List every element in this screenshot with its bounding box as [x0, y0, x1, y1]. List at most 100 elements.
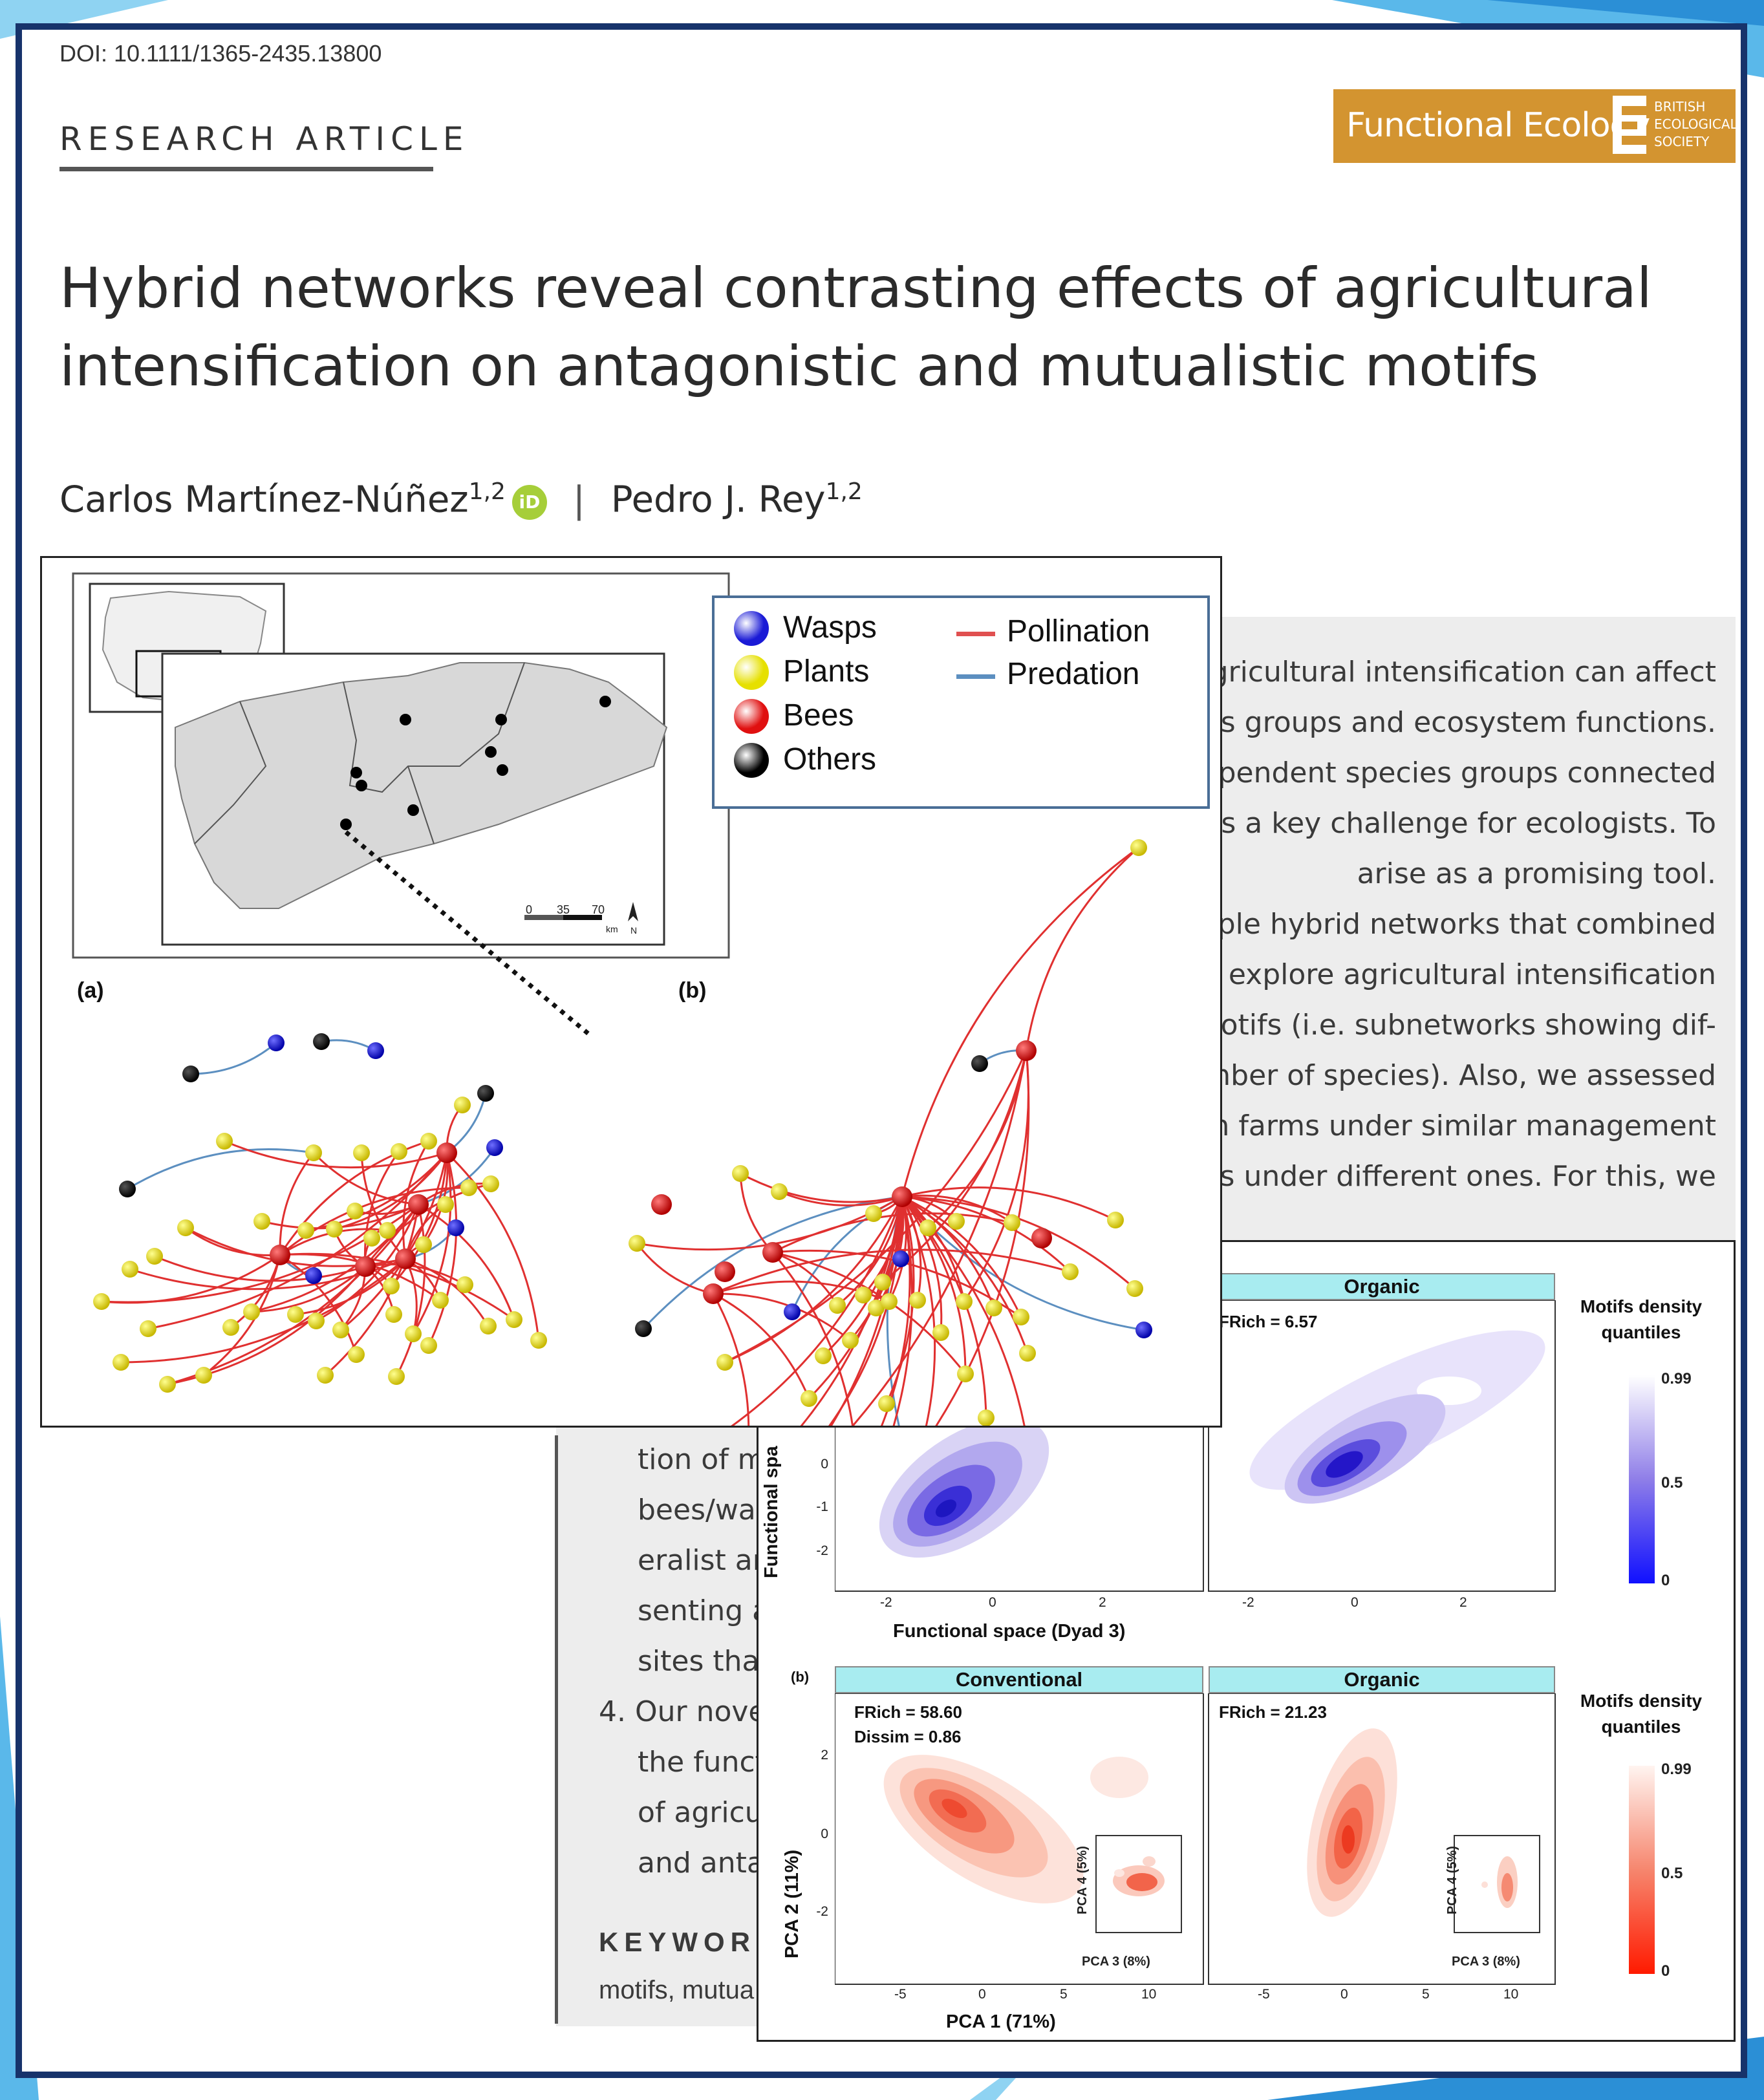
tick-label: -1: [816, 1499, 828, 1514]
pollination-link: [224, 1140, 447, 1169]
network-node: [122, 1261, 138, 1278]
abstract-line: agricultural intensification can affect: [1192, 656, 1716, 689]
colorbar-tick: 0.5: [1661, 1865, 1683, 1882]
inset-left-ylabel: PCA 4 (5%): [1075, 1846, 1090, 1914]
legend-label-predation: Predation: [1007, 657, 1140, 691]
network-node: [629, 1235, 645, 1252]
pollination-link: [724, 1196, 903, 1364]
doi-text: DOI: 10.1111/1365-2435.13800: [59, 40, 382, 67]
network-node: [367, 1042, 384, 1059]
colorbar-tick: 0: [1661, 1962, 1670, 1980]
network-node: [771, 1183, 788, 1200]
tick-label: -2: [816, 1904, 828, 1919]
colorbar-tick: 0.99: [1661, 1761, 1692, 1778]
network-node: [1019, 1345, 1036, 1362]
pollination-link: [882, 1050, 1027, 1283]
network-node: [270, 1245, 290, 1265]
network-node: [355, 1256, 376, 1277]
abstract-line: 4. Our nove: [599, 1695, 766, 1728]
pollination-link: [390, 1152, 448, 1287]
network-node: [113, 1354, 129, 1371]
network-node: [985, 1300, 1002, 1316]
pollination-link: [892, 1196, 913, 1426]
pollination-link: [800, 1196, 903, 1426]
network-node: [530, 1332, 547, 1349]
pollination-link: [779, 1190, 903, 1206]
network-node: [395, 1248, 416, 1269]
network-node: [881, 1293, 898, 1310]
bottom-colorbar-title-1: Motifs density: [1580, 1691, 1703, 1711]
network-node: [842, 1332, 859, 1349]
tick-label: 2: [821, 1748, 828, 1762]
tick-label: -5: [1258, 1987, 1270, 2002]
legend-dot-bees: [734, 699, 769, 734]
network-node: [865, 1205, 882, 1222]
network-graphs: [93, 830, 1152, 1426]
network-node: [482, 1175, 499, 1192]
network-node: [732, 1165, 749, 1182]
abstract-line: motifs (i.e. subnetworks showing dif-: [1192, 1009, 1716, 1042]
network-label-b: (b): [678, 978, 707, 1003]
author-2-affiliation: 1,2: [825, 478, 863, 505]
inset-right-ylabel: PCA 4 (5%): [1445, 1846, 1459, 1914]
network-node: [297, 1222, 314, 1239]
network-label-a: (a): [77, 978, 104, 1003]
top-colorbar: [1629, 1375, 1655, 1583]
network-node: [892, 1250, 909, 1267]
society-name: BRITISH ECOLOGICAL SOCIETY: [1654, 98, 1737, 151]
pollination-link: [427, 1152, 458, 1346]
network-node: [801, 1390, 817, 1407]
abstract-line: ns under different ones. For this, we: [1201, 1160, 1716, 1193]
scale-0: 0: [526, 903, 533, 916]
abstract-line: senting a: [638, 1594, 770, 1627]
orcid-icon[interactable]: iD: [511, 484, 547, 520]
network-node: [420, 1133, 437, 1150]
network-node: [486, 1139, 503, 1156]
top-frich: FRich = 6.57: [1219, 1312, 1318, 1331]
society-line-1: BRITISH: [1654, 99, 1706, 114]
legend-label-bees: Bees: [783, 698, 854, 733]
pollination-link: [325, 1204, 420, 1377]
network-node: [363, 1230, 380, 1247]
abstract-line: mple hybrid networks that combined: [1189, 908, 1716, 941]
network-node: [506, 1311, 522, 1328]
bottom-density-plots: [835, 1693, 1556, 1985]
author-2-name: Pedro J. Rey: [610, 478, 826, 521]
pollination-link: [154, 1255, 366, 1282]
network-node: [216, 1133, 233, 1150]
network-node: [978, 1409, 995, 1426]
study-area-map: [72, 572, 730, 959]
network-node: [1004, 1214, 1020, 1231]
abstract-line: the funct: [638, 1746, 766, 1779]
bottom-xlabel: PCA 1 (71%): [946, 2011, 1056, 2032]
abstract-line: tion of m: [638, 1443, 766, 1476]
scale-35: 35: [557, 903, 570, 916]
pollination-link: [251, 1265, 366, 1313]
pollination-link: [901, 1195, 1029, 1354]
network-node: [1135, 1322, 1152, 1338]
network-node: [909, 1292, 926, 1309]
pollination-link: [412, 1152, 452, 1334]
author-separator: |: [572, 478, 585, 521]
abstract-line: and anta: [638, 1847, 764, 1880]
bottom-ylabel: PCA 2 (11%): [782, 1849, 802, 1958]
network-node: [956, 1293, 973, 1310]
network-node: [703, 1283, 724, 1304]
title-line-1: Hybrid networks reveal contrasting effec…: [59, 256, 1652, 321]
abstract-line: o explore agricultural intensification: [1201, 958, 1716, 991]
pollination-link: [772, 1251, 967, 1375]
tick-label: -2: [816, 1543, 828, 1558]
scale-70: 70: [592, 903, 605, 916]
pollination-link: [901, 1196, 936, 1426]
legend-dot-plants: [734, 655, 769, 690]
bottom-colorbar-title: Motifs density quantiles: [1560, 1688, 1722, 1740]
author-1-affiliation: 1,2: [468, 478, 506, 505]
pollination-link: [935, 1050, 1030, 1426]
predation-link: [418, 1147, 496, 1206]
inset-right-xlabel: PCA 3 (8%): [1452, 1955, 1520, 1969]
keywords-value: motifs, mutua: [599, 1976, 755, 2004]
network-node: [477, 1085, 494, 1102]
pollination-link: [312, 1152, 419, 1206]
network-node: [457, 1276, 473, 1293]
network-node: [437, 1196, 454, 1213]
